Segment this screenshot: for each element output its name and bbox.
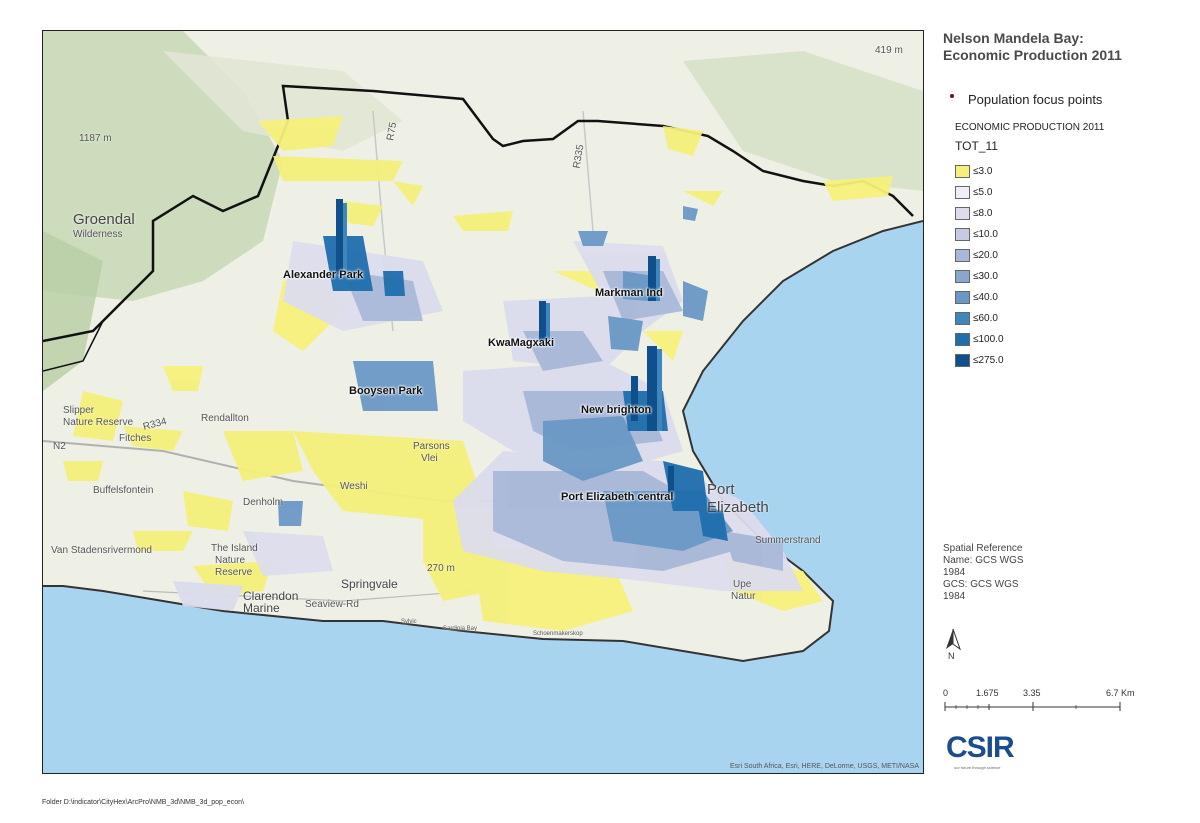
scale-tick-1: 1.675 <box>976 688 999 698</box>
legend-class-label: ≤3.0 <box>973 166 993 177</box>
legend-class-row: ≤5.0 <box>955 182 1004 203</box>
place-label-booysen-park: Booysen Park <box>349 385 423 397</box>
map-title-line2: Economic Production 2011 <box>943 47 1122 63</box>
legend-population-focus-points: Population focus points <box>950 92 1102 107</box>
legend-class-label: ≤275.0 <box>973 355 1004 366</box>
map-attribution: Esri South Africa, Esri, HERE, DeLorme, … <box>729 763 919 770</box>
base-label-port: Port <box>707 481 735 498</box>
legend-class-label: ≤5.0 <box>973 187 993 198</box>
base-label-clarendon: Clarendon <box>243 589 299 603</box>
spatial-ref-gcs-year: 1984 <box>943 591 966 602</box>
legend-class-row: ≤20.0 <box>955 245 1004 266</box>
legend-class-row: ≤8.0 <box>955 203 1004 224</box>
scale-tick-3: 6.7 Km <box>1106 688 1135 698</box>
base-label-springvale: Springvale <box>341 577 398 591</box>
base-label-denholm: Denholm <box>243 497 284 508</box>
legend-swatch <box>955 228 970 241</box>
base-label-seaview-rd: Seaview-Rd <box>305 599 359 610</box>
legend-class-row: ≤10.0 <box>955 224 1004 245</box>
legend-class-row: ≤3.0 <box>955 161 1004 182</box>
legend-class-label: ≤8.0 <box>973 208 993 219</box>
legend-swatch <box>955 291 970 304</box>
legend-class-label: ≤10.0 <box>973 229 998 240</box>
spatial-ref-heading: Spatial Reference <box>943 543 1023 554</box>
base-label-wilderness: Wilderness <box>73 229 123 240</box>
place-label-port-elizabeth-central: Port Elizabeth central <box>561 491 674 503</box>
base-label-elevation-270: 270 m <box>427 563 455 574</box>
legend-layer-name: ECONOMIC PRODUCTION 2011 <box>955 122 1105 133</box>
spatial-reference: Spatial Reference Name: GCS WGS 1984 GCS… <box>943 543 1024 603</box>
legend-swatch <box>955 249 970 262</box>
legend-class-row: ≤275.0 <box>955 350 1004 371</box>
legend-swatch <box>955 333 970 346</box>
base-label-summerstrand: Summerstrand <box>755 535 821 546</box>
legend-class-row: ≤40.0 <box>955 287 1004 308</box>
legend-class-label: ≤100.0 <box>973 334 1004 345</box>
base-label-sardinia-bay: Sardinia Bay <box>443 626 478 632</box>
base-label-elizabeth: Elizabeth <box>707 499 769 516</box>
place-label-kwamagxaki: KwaMagxaki <box>488 337 555 349</box>
base-label-vlei: Vlei <box>421 453 438 464</box>
scale-bar: 0 1.675 3.35 6.7 Km <box>943 688 1135 714</box>
legend-points-label: Population focus points <box>968 92 1103 107</box>
basemap <box>43 31 923 773</box>
place-label-alexander-park: Alexander Park <box>283 269 364 281</box>
legend-class-label: ≤30.0 <box>973 271 998 282</box>
base-label-van-stadens: Van Stadensrivermond <box>51 545 152 556</box>
base-label-parsons: Parsons <box>413 441 450 452</box>
legend-swatch <box>955 312 970 325</box>
legend-class-label: ≤40.0 <box>973 292 998 303</box>
base-label-natur: Natur <box>731 591 756 602</box>
scale-tick-0: 0 <box>943 688 949 698</box>
north-arrow-icon: N <box>943 628 963 664</box>
base-label-upe: Upe <box>733 579 752 590</box>
base-label-rendallton: Rendallton <box>201 413 249 424</box>
map-title-line1: Nelson Mandela Bay: <box>943 30 1084 46</box>
base-label-buffelsfontein: Buffelsfontein <box>93 485 154 496</box>
base-label-groendal: Groendal <box>73 211 135 228</box>
spatial-ref-name-year: 1984 <box>943 567 966 578</box>
legend-swatch <box>955 207 970 220</box>
spatial-ref-gcs: GCS: GCS WGS <box>943 579 1019 590</box>
legend-swatch <box>955 270 970 283</box>
base-label-weshi: Weshi <box>340 481 368 492</box>
legend-swatch <box>955 186 970 199</box>
logo-tagline: our future through science <box>954 765 1001 770</box>
legend-swatch <box>955 354 970 367</box>
map-view[interactable]: Alexander Park Markman Ind KwaMagxaki Bo… <box>42 30 924 774</box>
legend-class-label: ≤20.0 <box>973 250 998 261</box>
legend-class-row: ≤60.0 <box>955 308 1004 329</box>
folder-path: Folder D:\indicator\CityHex\ArcPro\NMB_3… <box>42 799 244 806</box>
point-symbol-icon <box>950 93 954 98</box>
north-label: N <box>948 651 955 661</box>
base-label-the-island: The Island <box>211 543 258 554</box>
base-label-elevation-419: 419 m <box>875 45 903 56</box>
base-label-sylvic: Sylvic <box>401 619 417 625</box>
base-label-nature: Nature <box>215 555 246 566</box>
logo-text: CSIR <box>946 731 1015 764</box>
legend-classes: ≤3.0 ≤5.0 ≤8.0 ≤10.0 ≤20.0 ≤30.0 ≤40.0 ≤60.0 ≤10… <box>955 161 1004 371</box>
spatial-ref-name: Name: GCS WGS <box>943 555 1024 566</box>
base-label-nature-reserve-west: Nature Reserve <box>63 417 134 428</box>
base-label-elevation-1187: 1187 m <box>79 133 112 144</box>
map-title: Nelson Mandela Bay: Economic Production … <box>943 30 1122 64</box>
scale-tick-2: 3.35 <box>1023 688 1041 698</box>
base-label-fitches: Fitches <box>119 433 152 444</box>
legend-swatch <box>955 165 970 178</box>
legend-field-name: TOT_11 <box>955 139 998 153</box>
base-label-slipper: Slipper <box>63 405 95 416</box>
base-label-schoenmakerskop: Schoenmakerskop <box>533 631 583 637</box>
legend-class-row: ≤30.0 <box>955 266 1004 287</box>
csir-logo: CSIR our future through science <box>946 731 1015 770</box>
base-label-marine: Marine <box>243 601 280 615</box>
base-label-reserve: Reserve <box>215 567 253 578</box>
legend-class-label: ≤60.0 <box>973 313 998 324</box>
legend-class-row: ≤100.0 <box>955 329 1004 350</box>
place-label-new-brighton: New brighton <box>581 404 652 416</box>
place-label-markman-ind: Markman Ind <box>595 287 663 299</box>
road-label-n2: N2 <box>53 441 66 452</box>
